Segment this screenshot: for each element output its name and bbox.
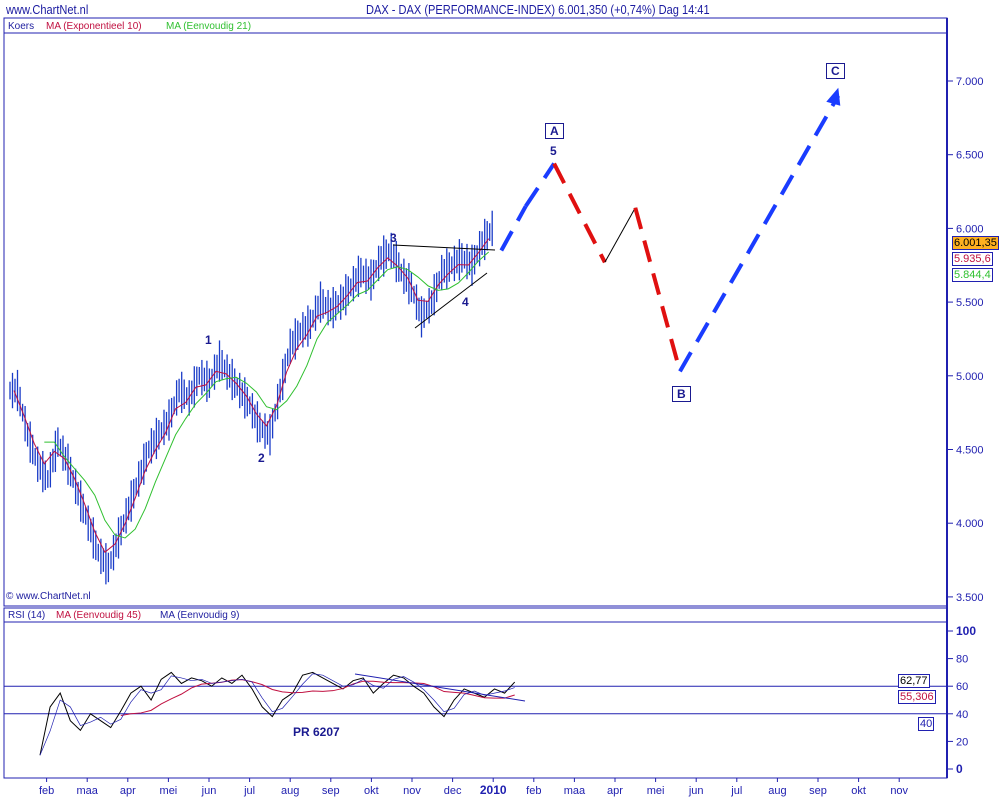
rsi-tag: 62,77 <box>898 674 930 688</box>
y-tick-label: 5.500 <box>956 297 984 309</box>
rsi-40-tag: 40 <box>918 717 935 731</box>
y-tick-label: 6.000 <box>956 223 984 235</box>
x-tick-label: feb <box>39 785 54 797</box>
sma-tag: 5.844,4 <box>952 268 993 282</box>
legend-ema: MA (Exponentieel 10) <box>46 21 142 32</box>
wave-label-4: 4 <box>462 295 469 309</box>
y-tick-label: 4.000 <box>956 518 984 530</box>
y-tick-label: 4.500 <box>956 445 984 457</box>
rsi-ma9-line <box>39 673 515 756</box>
x-tick-label: nov <box>403 785 421 797</box>
x-tick-label: sep <box>322 785 340 797</box>
rsi-y-tick-label: 80 <box>956 654 968 666</box>
x-tick-label: jul <box>243 785 255 797</box>
rsi-trendline <box>354 673 526 702</box>
projection-segment <box>524 162 556 208</box>
x-tick-label: nov <box>890 785 908 797</box>
copyright: © www.ChartNet.nl <box>6 591 91 602</box>
chart-title: DAX - DAX (PERFORMANCE-INDEX) 6.001,350 … <box>366 2 710 17</box>
x-tick-label: aug <box>768 785 786 797</box>
rsi-y-tick-label: 0 <box>956 762 963 776</box>
site-name[interactable]: www.ChartNet.nl <box>6 2 89 17</box>
x-tick-label: jun <box>688 785 704 797</box>
x-tick-label: mei <box>160 785 178 797</box>
x-tick-label: jun <box>201 785 217 797</box>
wave-label-2: 2 <box>258 451 265 465</box>
legend-rsi-ma9: MA (Eenvoudig 9) <box>160 610 240 621</box>
legend-rsi: RSI (14) <box>8 610 46 621</box>
projection-segment <box>499 205 528 252</box>
legend-koers: Koers <box>8 21 35 32</box>
wave-label-1: 1 <box>205 333 212 347</box>
x-tick-label: okt <box>851 785 866 797</box>
rsi-line <box>39 671 516 756</box>
x-tick-label: apr <box>607 785 623 797</box>
wave-box-C: C <box>826 63 845 79</box>
rsi-ma45-line <box>120 679 515 717</box>
x-tick-label: 2010 <box>480 783 507 797</box>
wave-label-5: 5 <box>550 144 557 158</box>
y-tick-label: 6.500 <box>956 150 984 162</box>
x-tick-label: aug <box>281 785 299 797</box>
y-tick-label: 7.000 <box>956 76 984 88</box>
projection-segment <box>678 94 841 373</box>
sma-line <box>44 251 490 539</box>
x-tick-label: apr <box>120 785 136 797</box>
projection-segment <box>604 207 636 263</box>
x-tick-label: maa <box>564 785 586 797</box>
projection-segment <box>633 207 682 372</box>
price-panel-frame <box>3 17 948 607</box>
wave-box-B: B <box>672 386 691 402</box>
rsi-y-tick-label: 60 <box>956 681 968 693</box>
last-price-tag: 6.001,35 <box>952 236 999 250</box>
y-tick-label: 3.500 <box>956 592 984 604</box>
x-tick-label: okt <box>364 785 379 797</box>
projection-segment <box>552 162 607 264</box>
legend-rsi-ma45: MA (Eenvoudig 45) <box>56 610 142 621</box>
pr-annotation: PR 6207 <box>293 725 340 739</box>
ema-tag: 5.935,6 <box>952 252 993 266</box>
rsi-y-tick-label: 100 <box>956 624 976 638</box>
x-tick-label: sep <box>809 785 827 797</box>
x-tick-label: maa <box>76 785 98 797</box>
rsi-y-tick-label: 40 <box>956 709 968 721</box>
wave-label-3: 3 <box>390 231 397 245</box>
triangle-upper-line <box>392 244 496 251</box>
rsi-ma-tag: 55,306 <box>898 690 936 704</box>
legend-sma: MA (Eenvoudig 21) <box>166 21 252 32</box>
x-tick-label: jul <box>730 785 742 797</box>
projection-arrowhead-icon <box>826 87 841 106</box>
x-tick-label: feb <box>526 785 541 797</box>
triangle-lower-line <box>414 272 488 329</box>
x-tick-label: mei <box>647 785 665 797</box>
ema-line <box>13 238 490 553</box>
x-tick-label: dec <box>444 785 462 797</box>
wave-box-A: A <box>545 123 564 139</box>
rsi-y-tick-label: 20 <box>956 736 968 748</box>
y-tick-label: 5.000 <box>956 371 984 383</box>
